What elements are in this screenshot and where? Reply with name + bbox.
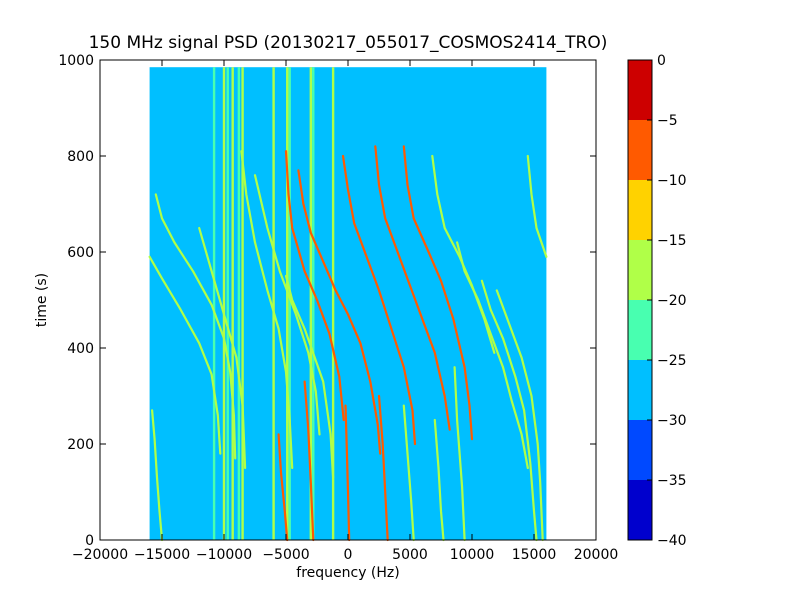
x-tick-label-1: −15000 <box>134 547 190 563</box>
colorbar-band-1 <box>628 420 652 480</box>
chart-title: 150 MHz signal PSD (20130217_055017_COSM… <box>89 33 608 53</box>
signal-track-0 <box>148 255 222 455</box>
colorbar-tick-label-7: −35 <box>657 473 687 489</box>
y-tick-label-0: 0 <box>85 533 94 549</box>
signal-track-16 <box>456 241 529 470</box>
colorbar-ticks: 0 −5 −10 −15 −20 −25 −30 −35 −40 <box>647 53 687 549</box>
signal-track-14 <box>402 145 474 441</box>
y-axis-label: time (s) <box>34 273 50 327</box>
colorbar-tick-label-1: −5 <box>657 113 678 129</box>
colorbar-tick-label-4: −20 <box>657 293 687 309</box>
y-tick-label-5: 1000 <box>58 53 94 69</box>
y-axis-ticks: 0 200 400 600 800 1000 <box>58 53 596 549</box>
x-tick-label-4: 0 <box>344 547 353 563</box>
vertical-lines-group <box>212 67 335 540</box>
y-tick-label-4: 800 <box>67 149 94 165</box>
x-tick-label-3: −5000 <box>262 547 309 563</box>
signal-track-10 <box>303 380 315 542</box>
colorbar-band-3 <box>628 300 652 360</box>
signal-track-3 <box>198 226 247 470</box>
x-tick-label-8: 20000 <box>574 547 619 563</box>
x-axis-label: frequency (Hz) <box>296 565 399 581</box>
signal-track-18 <box>377 394 389 542</box>
colorbar-tick-label-6: −30 <box>657 413 687 429</box>
x-tick-label-6: 10000 <box>450 547 495 563</box>
y-tick-label-2: 400 <box>67 341 94 357</box>
x-tick-label-5: 5000 <box>392 547 428 563</box>
signal-track-20 <box>433 418 445 542</box>
signal-track-9 <box>284 274 335 479</box>
signal-track-12 <box>341 154 417 446</box>
signal-track-13 <box>374 145 451 431</box>
colorbar-tick-label-0: 0 <box>657 53 666 69</box>
colorbar-band-2 <box>628 360 652 420</box>
colorbar-tick-label-2: −10 <box>657 173 687 189</box>
colorbar-tick-label-8: −40 <box>657 533 687 549</box>
colorbar-band-4 <box>628 240 652 300</box>
signal-track-19 <box>402 404 415 542</box>
colorbar-band-5 <box>628 180 652 240</box>
y-tick-label-1: 200 <box>67 437 94 453</box>
signal-track-23 <box>495 289 544 542</box>
signal-track-2 <box>151 409 164 542</box>
signal-track-8 <box>297 169 382 455</box>
colorbar-tick-label-5: −25 <box>657 353 687 369</box>
colorbar-band-7 <box>628 60 652 120</box>
signal-track-5 <box>253 174 321 436</box>
colorbar <box>628 60 652 540</box>
x-axis-ticks: −20000 −15000 −10000 −5000 0 5000 10000 15000 20… <box>72 60 618 563</box>
signal-track-21 <box>453 366 466 542</box>
signal-track-1 <box>154 193 237 460</box>
colorbar-tick-label-3: −15 <box>657 233 687 249</box>
x-tick-label-2: −10000 <box>196 547 252 563</box>
plot-area <box>99 59 597 542</box>
signal-track-6 <box>277 433 289 542</box>
signal-track-17 <box>526 154 548 258</box>
signal-track-22 <box>480 279 538 542</box>
x-tick-label-7: 15000 <box>512 547 557 563</box>
signal-track-7 <box>284 150 345 422</box>
signal-tracks-group <box>148 145 548 542</box>
y-tick-label-3: 600 <box>67 245 94 261</box>
signal-track-11 <box>344 404 351 542</box>
colorbar-band-6 <box>628 120 652 180</box>
x-tick-label-0: −20000 <box>72 547 128 563</box>
colorbar-band-0 <box>628 480 652 540</box>
signal-track-4 <box>240 150 294 470</box>
